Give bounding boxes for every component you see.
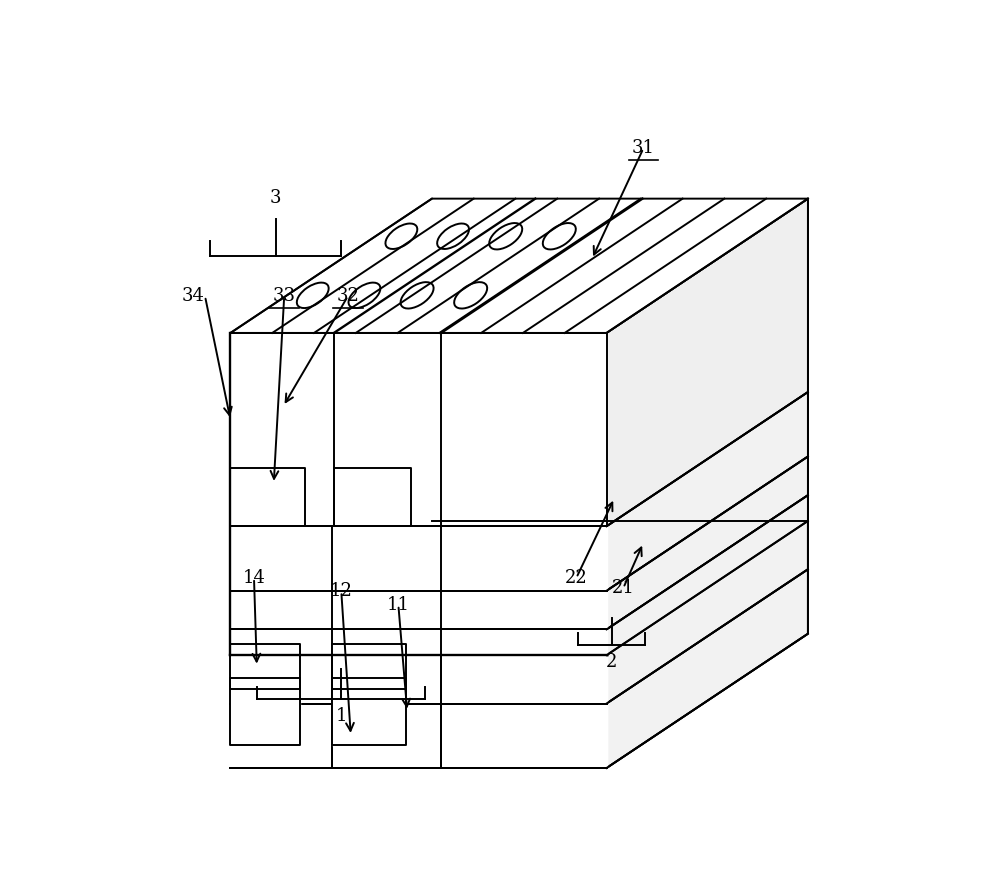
Text: 22: 22 [565, 569, 588, 587]
Polygon shape [230, 468, 305, 527]
Polygon shape [607, 495, 808, 704]
Polygon shape [230, 527, 607, 590]
Text: 34: 34 [182, 287, 205, 305]
Polygon shape [332, 644, 406, 689]
Text: 32: 32 [337, 287, 359, 305]
Polygon shape [607, 199, 808, 527]
Polygon shape [230, 590, 607, 630]
Polygon shape [607, 569, 808, 768]
Polygon shape [230, 644, 300, 689]
Polygon shape [332, 678, 406, 746]
Polygon shape [230, 704, 607, 768]
Polygon shape [230, 678, 300, 746]
Text: 11: 11 [387, 596, 410, 614]
Polygon shape [230, 630, 607, 704]
Polygon shape [607, 521, 808, 768]
Text: 2: 2 [606, 653, 618, 671]
Text: 31: 31 [632, 140, 655, 157]
Text: 3: 3 [270, 189, 282, 208]
Polygon shape [334, 468, 411, 527]
Text: 21: 21 [612, 579, 635, 597]
Polygon shape [607, 456, 808, 630]
Polygon shape [607, 392, 808, 590]
Polygon shape [230, 333, 607, 527]
Text: 14: 14 [243, 569, 265, 587]
Text: 33: 33 [273, 287, 296, 305]
Polygon shape [230, 199, 808, 333]
Text: 12: 12 [330, 582, 353, 601]
Text: 1: 1 [336, 707, 347, 725]
Polygon shape [230, 655, 607, 768]
